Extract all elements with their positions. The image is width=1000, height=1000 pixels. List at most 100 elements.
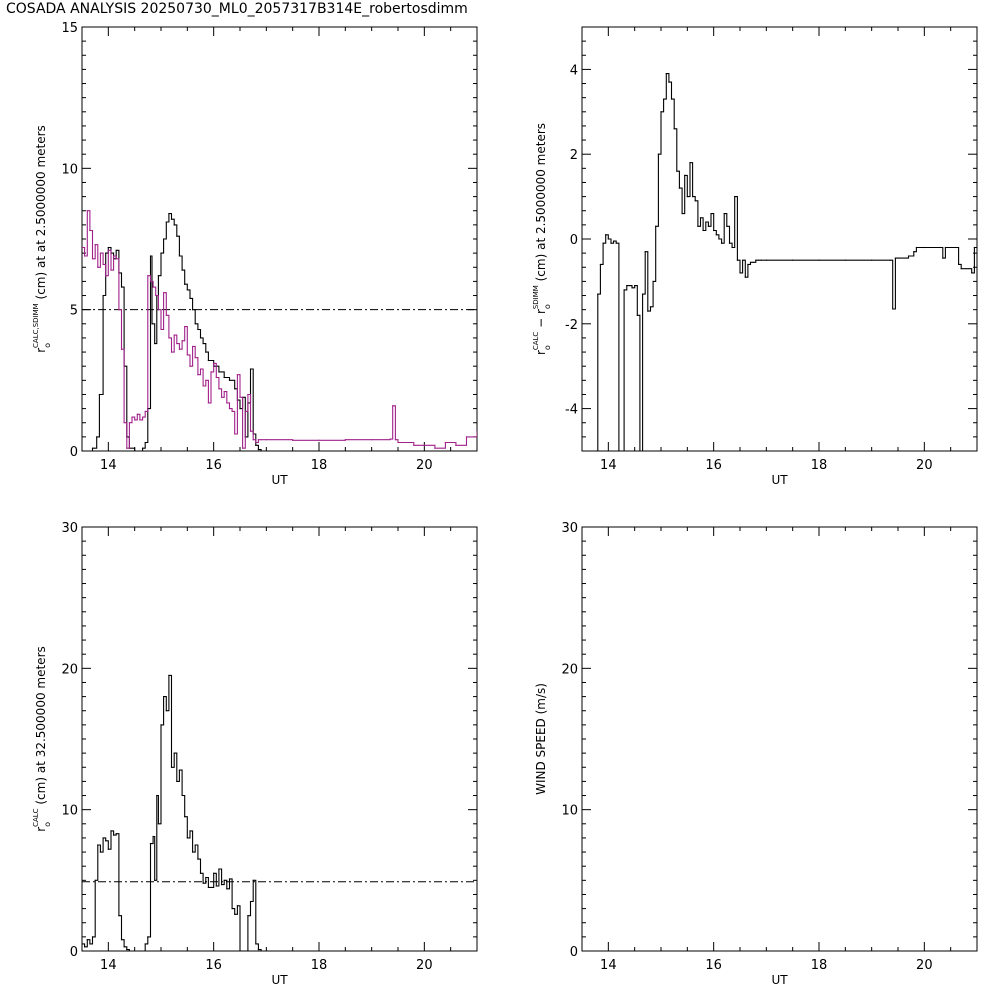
y-tick-label: 20 — [561, 662, 578, 677]
data-point — [199, 337, 202, 339]
data-point — [202, 342, 204, 345]
data-point — [157, 823, 159, 825]
x-tick-label: 20 — [416, 958, 433, 973]
data-point — [94, 879, 96, 881]
data-point — [597, 293, 599, 295]
y-tick-label: 0 — [70, 445, 78, 460]
y-tick-label: 10 — [61, 804, 78, 819]
data-point — [707, 225, 710, 227]
data-point — [226, 402, 228, 404]
data-point — [694, 200, 696, 202]
data-point — [971, 272, 973, 274]
data-point — [623, 289, 625, 291]
data-point — [147, 275, 149, 277]
x-axis-label: UT — [271, 973, 288, 987]
data-point — [652, 280, 654, 282]
data-point — [115, 249, 117, 251]
data-point — [176, 235, 178, 237]
x-tick-label: 16 — [205, 458, 222, 473]
data-point — [102, 294, 104, 297]
data-point — [192, 345, 194, 348]
x-tick-label: 14 — [600, 958, 617, 973]
data-point — [176, 342, 178, 345]
data-point — [184, 326, 186, 328]
data-point — [684, 174, 686, 176]
data-point — [220, 883, 223, 886]
data-point — [157, 309, 159, 311]
data-point — [120, 348, 123, 350]
data-point — [120, 939, 123, 941]
data-point — [228, 878, 231, 880]
data-point — [257, 439, 260, 441]
data-point — [94, 244, 96, 246]
data-point — [236, 374, 238, 376]
data-point — [957, 263, 960, 266]
data-point — [205, 876, 207, 879]
data-point — [976, 246, 977, 249]
data-point — [660, 111, 662, 113]
data-point — [739, 272, 741, 274]
data-point — [128, 422, 130, 424]
data-point — [157, 275, 159, 277]
data-point — [220, 396, 223, 398]
data-point — [792, 259, 794, 261]
data-point — [82, 450, 83, 451]
data-point — [844, 259, 846, 261]
data-point — [186, 354, 188, 356]
data-point — [110, 269, 112, 271]
data-point — [596, 450, 598, 451]
data-point — [218, 868, 220, 870]
data-point — [663, 98, 665, 100]
data-point — [199, 872, 202, 874]
data-point — [139, 450, 141, 451]
data-point — [105, 275, 107, 277]
data-point — [257, 448, 260, 451]
data-point — [736, 259, 738, 261]
data-point — [747, 263, 749, 266]
data-point — [649, 306, 652, 308]
data-point — [189, 297, 191, 299]
data-point — [91, 258, 94, 260]
data-point — [102, 263, 104, 266]
data-point — [170, 351, 173, 353]
data-point — [689, 162, 691, 164]
data-point — [189, 830, 191, 832]
data-point — [149, 842, 152, 845]
data-point — [86, 939, 88, 941]
data-point — [215, 376, 217, 379]
data-point — [178, 255, 181, 257]
data-point — [186, 837, 188, 839]
y-tick-label: 0 — [570, 945, 578, 960]
y-label-superscript: CALC — [532, 332, 540, 351]
data-point — [163, 292, 165, 294]
x-tick-label: 14 — [600, 458, 617, 473]
data-point — [115, 833, 117, 835]
data-point — [718, 238, 720, 240]
data-point — [705, 221, 707, 223]
data-point — [97, 844, 99, 846]
y-tick-label: 10 — [561, 804, 578, 819]
data-point — [582, 450, 583, 451]
data-point — [123, 422, 125, 424]
data-point — [152, 286, 154, 288]
data-point — [599, 263, 602, 266]
data-point — [244, 950, 246, 951]
data-point — [423, 444, 425, 446]
data-point — [165, 710, 167, 712]
y-tick-label: 20 — [61, 662, 78, 677]
data-point — [239, 950, 241, 951]
data-point — [231, 410, 233, 413]
data-point — [894, 257, 896, 259]
data-point — [292, 439, 294, 441]
data-point — [128, 950, 130, 951]
data-point — [255, 943, 257, 945]
data-point — [205, 379, 207, 381]
data-point — [98, 393, 100, 396]
y-tick-label: 30 — [61, 521, 78, 536]
data-point — [613, 240, 615, 242]
data-point — [91, 447, 94, 449]
data-point — [107, 246, 109, 249]
data-point — [392, 405, 394, 407]
y-axis-label-text: WIND SPEED (m/s) — [534, 683, 548, 795]
data-point — [105, 840, 107, 842]
